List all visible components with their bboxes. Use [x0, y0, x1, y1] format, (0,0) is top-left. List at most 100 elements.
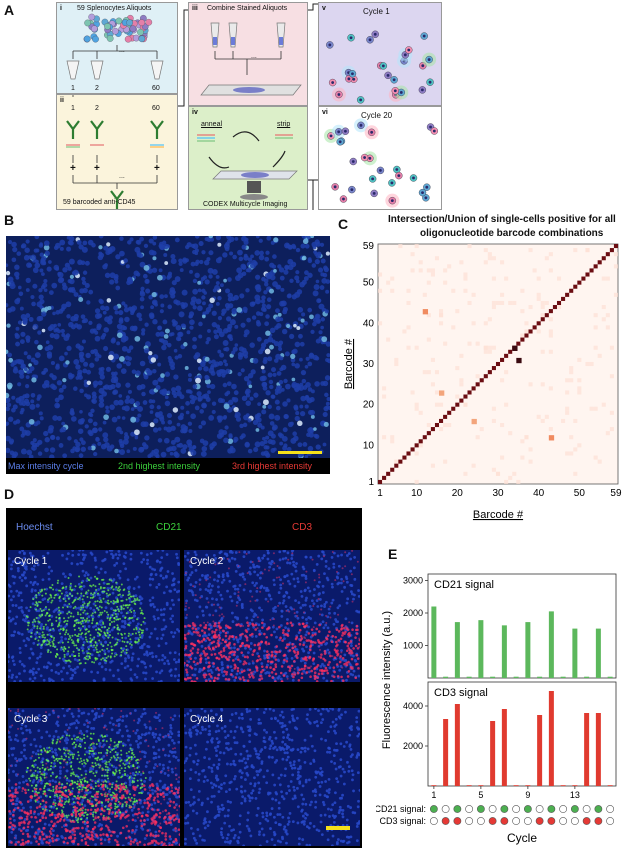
- nucleus: [96, 634, 100, 638]
- heatmap-cell: [536, 414, 541, 419]
- nucleus: [322, 380, 329, 387]
- nucleus: [32, 438, 37, 443]
- nucleus: [8, 357, 14, 363]
- nucleus: [8, 585, 12, 588]
- heatmap-diagonal-cell: [467, 390, 472, 395]
- cd3-signal: [211, 630, 214, 633]
- nucleus: [294, 599, 297, 603]
- nucleus: [30, 588, 34, 592]
- nucleus: [243, 577, 247, 581]
- heatmap-cell: [548, 427, 553, 432]
- heatmap-cell: [504, 479, 509, 484]
- nucleus: [169, 361, 175, 368]
- nucleus: [233, 390, 239, 396]
- nucleus: [73, 671, 77, 675]
- nucleus: [130, 658, 134, 662]
- nucleus: [124, 398, 130, 404]
- cell-nucleus: [407, 48, 411, 52]
- cd21-signal: [135, 632, 138, 635]
- heatmap-diagonal-cell: [508, 349, 513, 354]
- nucleus: [314, 239, 320, 245]
- heatmap-cell: [524, 321, 529, 326]
- heatmap-cell: [536, 329, 541, 334]
- nucleus: [39, 625, 43, 628]
- cd21-signal: [126, 641, 129, 644]
- nucleus: [31, 602, 35, 606]
- nucleus: [35, 661, 39, 665]
- nucleus: [247, 448, 253, 454]
- nucleus: [350, 621, 354, 625]
- nucleus: [170, 258, 177, 265]
- cd21-signal: [50, 601, 53, 604]
- heatmap-cell: [540, 300, 545, 306]
- nucleus: [37, 714, 41, 717]
- nucleus: [113, 276, 119, 281]
- cell-nucleus: [373, 32, 377, 36]
- cd3-signal: [320, 653, 323, 656]
- nucleus: [268, 594, 272, 598]
- heatmap-diagonal-cell: [601, 256, 606, 261]
- combine-dots: ...: [251, 53, 257, 60]
- cd21-signal: [124, 616, 127, 619]
- nucleus: [8, 594, 11, 598]
- heatmap-cell: [491, 467, 496, 472]
- nucleus: [10, 786, 14, 790]
- nucleus: [222, 252, 228, 258]
- cd21-signal: [111, 636, 114, 639]
- heatmap-cell: [491, 256, 496, 261]
- nucleus: [26, 262, 32, 268]
- nucleus: [28, 677, 32, 681]
- nucleus: [64, 262, 70, 268]
- nucleus: [324, 375, 330, 381]
- cd21-signal: [110, 600, 113, 603]
- nucleus: [129, 552, 133, 556]
- nucleus: [254, 613, 258, 617]
- nucleus: [84, 282, 90, 289]
- cd3-signal: [310, 665, 313, 668]
- cd21-signal: [39, 601, 42, 604]
- nucleus: [255, 284, 261, 290]
- cd21-signal: [91, 596, 94, 599]
- nucleus: [275, 308, 280, 314]
- nucleus: [234, 411, 241, 418]
- nucleus: [308, 605, 312, 608]
- cd3-signal: [203, 631, 207, 635]
- nucleus: [211, 269, 218, 275]
- nucleus: [162, 339, 169, 346]
- nucleus: [292, 245, 297, 250]
- cd21-signal: [66, 612, 69, 615]
- nucleus: [225, 571, 229, 575]
- heatmap-cell: [495, 300, 501, 306]
- nucleus: [290, 557, 294, 560]
- cd3-signal: [229, 650, 233, 654]
- cd21-signal: [60, 592, 63, 595]
- cd21-signal: [135, 626, 138, 629]
- cd3-signal: [218, 651, 221, 655]
- cd3-signal: [351, 666, 354, 669]
- nucleus: [197, 305, 203, 312]
- cd3-signal: [358, 637, 360, 640]
- cd3-signal: [233, 653, 236, 657]
- nucleus: [300, 369, 307, 376]
- nucleus: [306, 397, 313, 404]
- nucleus: [40, 781, 43, 785]
- nucleus: [258, 576, 262, 580]
- y-tick-label: 40: [363, 318, 375, 329]
- cd3-signal: [194, 594, 197, 597]
- nucleus: [278, 601, 282, 605]
- cd21-signal: [115, 581, 118, 584]
- nucleus: [55, 242, 61, 249]
- nucleus: [290, 572, 294, 576]
- nucleus: [131, 369, 137, 374]
- nucleus: [221, 369, 226, 374]
- cd21-signal: [138, 628, 141, 631]
- nucleus: [229, 447, 236, 454]
- heatmap-diagonal-cell: [613, 244, 618, 249]
- nucleus: [94, 335, 101, 342]
- nucleus: [213, 560, 217, 563]
- nucleus: [6, 270, 11, 276]
- cd21-signal: [122, 649, 125, 652]
- nucleus: [324, 559, 328, 563]
- nucleus: [284, 626, 287, 630]
- nucleus: [143, 662, 147, 665]
